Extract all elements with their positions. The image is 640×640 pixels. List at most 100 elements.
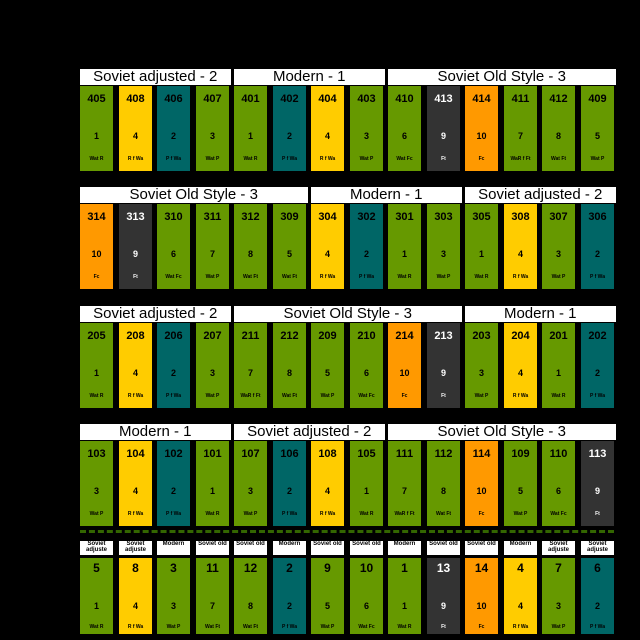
plot-cell[interactable]: 305 1 Wat R bbox=[465, 204, 498, 289]
treatment-index: 3 bbox=[209, 131, 215, 141]
plot-cell[interactable]: 109 5 Wat P bbox=[504, 441, 537, 526]
plot-cell[interactable]: 307 3 Wat P bbox=[542, 204, 575, 289]
plot-cell[interactable]: 101 1 Wat R bbox=[196, 441, 229, 526]
plot-cell[interactable]: 111 7 WaR f Ft bbox=[388, 441, 421, 526]
legend-cell[interactable]: 11 7 Wat Ft bbox=[196, 558, 229, 634]
legend-cell[interactable]: 6 2 P f Wa bbox=[581, 558, 614, 634]
plot-cell[interactable]: 105 1 Wat R bbox=[350, 441, 383, 526]
legend-cell[interactable]: 10 6 Wat Fc bbox=[350, 558, 383, 634]
plot-cell[interactable]: 210 6 Wat Fc bbox=[350, 323, 383, 408]
treatment-code: R f Wa bbox=[319, 156, 336, 162]
plot-cell[interactable]: 311 7 Wat P bbox=[196, 204, 229, 289]
legend-code: Wat Fc bbox=[358, 624, 375, 630]
legend-cell[interactable]: 12 8 Wat Ft bbox=[234, 558, 267, 634]
section-divider bbox=[80, 530, 614, 533]
plot-cell[interactable]: 407 3 Wat P bbox=[196, 86, 229, 171]
legend-cell[interactable]: 7 3 Wat P bbox=[542, 558, 575, 634]
plot-cell[interactable]: 301 1 Wat R bbox=[388, 204, 421, 289]
plot-cell[interactable]: 214 10 Fc bbox=[388, 323, 421, 408]
plot-number: 208 bbox=[126, 330, 145, 342]
plot-cell[interactable]: 302 2 P f Wa bbox=[350, 204, 383, 289]
legend-cell[interactable]: 3 3 Wat P bbox=[157, 558, 190, 634]
plot-cell[interactable]: 112 8 Wat Ft bbox=[427, 441, 460, 526]
plot-cell[interactable]: 405 1 Wat R bbox=[80, 86, 113, 171]
plot-cell[interactable]: 205 1 Wat R bbox=[80, 323, 113, 408]
plot-cell[interactable]: 310 6 Wat Fc bbox=[157, 204, 190, 289]
treatment-index: 4 bbox=[132, 368, 138, 378]
legend-cell[interactable]: 14 10 Fc bbox=[465, 558, 498, 634]
plot-cell[interactable]: 303 3 Wat P bbox=[427, 204, 460, 289]
plot-cell[interactable]: 107 3 Wat P bbox=[234, 441, 267, 526]
plot-cell[interactable]: 206 2 P f Wa bbox=[157, 323, 190, 408]
plot-cell[interactable]: 408 4 R f Wa bbox=[119, 86, 152, 171]
plot-cell[interactable]: 102 2 P f Wa bbox=[157, 441, 190, 526]
legend-cell[interactable]: 13 9 Ft bbox=[427, 558, 460, 634]
treatment-code: Fc bbox=[93, 274, 100, 280]
plot-cell[interactable]: 410 6 Wat Fc bbox=[388, 86, 421, 171]
legend-cell[interactable]: 1 1 Wat R bbox=[388, 558, 421, 634]
plot-cell[interactable]: 103 3 Wat P bbox=[80, 441, 113, 526]
plot-cell[interactable]: 401 1 Wat R bbox=[234, 86, 267, 171]
plot-cell[interactable]: 406 2 P f Wa bbox=[157, 86, 190, 171]
plot-cell[interactable]: 114 10 Fc bbox=[465, 441, 498, 526]
plot-number: 303 bbox=[434, 211, 453, 223]
plot-number: 204 bbox=[511, 330, 530, 342]
legend-cell[interactable]: 4 4 R f Wa bbox=[504, 558, 537, 634]
plot-cell[interactable]: 108 4 R f Wa bbox=[311, 441, 344, 526]
plot-cell[interactable]: 212 8 Wat Ft bbox=[273, 323, 306, 408]
treatment-index: 1 bbox=[93, 368, 99, 378]
plot-number: 111 bbox=[395, 448, 414, 460]
plot-cell[interactable]: 413 9 Ft bbox=[427, 86, 460, 171]
plot-cell[interactable]: 308 4 R f Wa bbox=[504, 204, 537, 289]
legend-number: 12 bbox=[243, 561, 258, 575]
plot-cell[interactable]: 207 3 Wat P bbox=[196, 323, 229, 408]
plot-number: 308 bbox=[511, 211, 530, 223]
treatment-code: Wat Fc bbox=[550, 511, 567, 517]
plot-number: 404 bbox=[318, 93, 337, 105]
plot-cell[interactable]: 313 9 Ft bbox=[119, 204, 152, 289]
plot-cell[interactable]: 203 3 Wat P bbox=[465, 323, 498, 408]
plot-cell[interactable]: 314 10 Fc bbox=[80, 204, 113, 289]
plot-cell[interactable]: 110 6 Wat Fc bbox=[542, 441, 575, 526]
legend-code: P f Wa bbox=[281, 624, 297, 630]
plot-cell[interactable]: 209 5 Wat P bbox=[311, 323, 344, 408]
legend-index: 10 bbox=[476, 601, 487, 611]
plot-cell[interactable]: 412 8 Wat Ft bbox=[542, 86, 575, 171]
treatment-index: 3 bbox=[440, 249, 446, 259]
treatment-code: R f Wa bbox=[512, 274, 529, 280]
plot-cell[interactable]: 409 5 Wat P bbox=[581, 86, 614, 171]
legend-header: Soviet old bbox=[196, 541, 229, 555]
plot-cell[interactable]: 213 9 Ft bbox=[427, 323, 460, 408]
plot-cell[interactable]: 104 4 R f Wa bbox=[119, 441, 152, 526]
treatment-code: R f Wa bbox=[319, 274, 336, 280]
plot-cell[interactable]: 312 8 Wat Ft bbox=[234, 204, 267, 289]
plot-cell[interactable]: 404 4 R f Wa bbox=[311, 86, 344, 171]
plot-cell[interactable]: 208 4 R f Wa bbox=[119, 323, 152, 408]
plot-cell[interactable]: 204 4 R f Wa bbox=[504, 323, 537, 408]
group-header: Soviet Old Style - 3 bbox=[388, 424, 616, 440]
plot-cell[interactable]: 414 10 Fc bbox=[465, 86, 498, 171]
legend-cell[interactable]: 2 2 P f Wa bbox=[273, 558, 306, 634]
treatment-index: 1 bbox=[401, 249, 407, 259]
legend-cell[interactable]: 5 1 Wat R bbox=[80, 558, 113, 634]
group-header: Soviet Old Style - 3 bbox=[80, 187, 308, 203]
legend-cell[interactable]: 8 4 R f Wa bbox=[119, 558, 152, 634]
treatment-index: 4 bbox=[517, 249, 523, 259]
plot-cell[interactable]: 304 4 R f Wa bbox=[311, 204, 344, 289]
plot-cell[interactable]: 202 2 P f Wa bbox=[581, 323, 614, 408]
plot-cell[interactable]: 403 3 Wat P bbox=[350, 86, 383, 171]
plot-cell[interactable]: 201 1 Wat R bbox=[542, 323, 575, 408]
plot-cell[interactable]: 411 7 WaR f Ft bbox=[504, 86, 537, 171]
legend-cell[interactable]: 9 5 Wat P bbox=[311, 558, 344, 634]
legend-code: Ft bbox=[441, 624, 446, 630]
plot-cell[interactable]: 106 2 P f Wa bbox=[273, 441, 306, 526]
treatment-index: 1 bbox=[93, 131, 99, 141]
plot-cell[interactable]: 306 2 P f Wa bbox=[581, 204, 614, 289]
plot-number: 101 bbox=[203, 448, 222, 460]
plot-cell[interactable]: 211 7 WaR f Ft bbox=[234, 323, 267, 408]
legend-header: Soviet old bbox=[234, 541, 267, 555]
plot-cell[interactable]: 113 9 Ft bbox=[581, 441, 614, 526]
plot-cell[interactable]: 402 2 P f Wa bbox=[273, 86, 306, 171]
plot-cell[interactable]: 309 5 Wat Ft bbox=[273, 204, 306, 289]
treatment-code: Ft bbox=[441, 393, 446, 399]
